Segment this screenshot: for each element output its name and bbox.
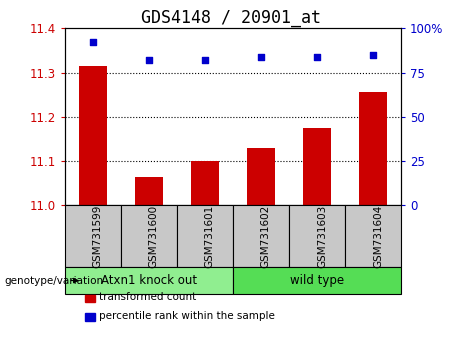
Point: [201, 57, 208, 63]
Text: GSM731603: GSM731603: [317, 205, 327, 268]
Text: Atxn1 knock out: Atxn1 knock out: [100, 274, 197, 287]
Text: transformed count: transformed count: [99, 292, 196, 302]
Text: GSM731602: GSM731602: [261, 205, 271, 268]
Text: wild type: wild type: [290, 274, 344, 287]
Text: GSM731599: GSM731599: [93, 205, 103, 268]
Bar: [359, 92, 387, 205]
Bar: [247, 148, 275, 205]
Text: GSM731600: GSM731600: [148, 205, 159, 268]
Text: GSM731601: GSM731601: [205, 205, 215, 268]
Point: [257, 54, 265, 59]
Text: genotype/variation: genotype/variation: [5, 275, 104, 286]
Bar: [191, 161, 219, 205]
Text: GSM731604: GSM731604: [373, 205, 383, 268]
Bar: [303, 128, 331, 205]
Bar: [135, 177, 163, 205]
Point: [89, 40, 96, 45]
Point: [145, 57, 152, 63]
Text: percentile rank within the sample: percentile rank within the sample: [99, 311, 275, 321]
Point: [313, 54, 321, 59]
Bar: [78, 66, 106, 205]
Point: [369, 52, 377, 58]
Text: GDS4148 / 20901_at: GDS4148 / 20901_at: [141, 9, 320, 27]
